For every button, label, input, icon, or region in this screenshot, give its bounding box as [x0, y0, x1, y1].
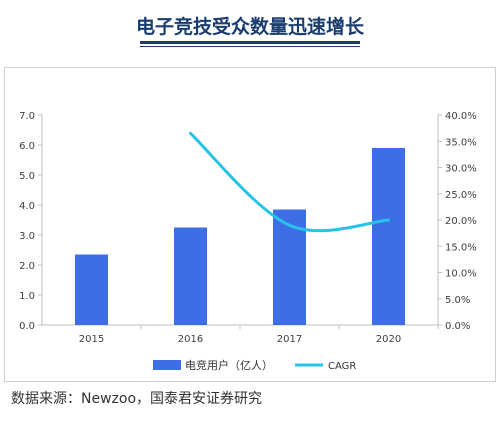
left-tick-label: 6.0 [19, 141, 35, 152]
left-tick-label: 7.0 [19, 111, 35, 122]
chart-title: 电子竞技受众数量迅速增长 [135, 16, 364, 38]
legend-swatch-bar [153, 360, 181, 370]
x-tick-label: 2016 [178, 334, 203, 345]
right-tick-label: 20.0% [445, 216, 477, 227]
right-tick-label: 10.0% [445, 269, 477, 280]
right-tick-label: 25.0% [445, 190, 477, 201]
left-tick-label: 1.0 [19, 291, 35, 302]
left-tick-label: 5.0 [19, 171, 35, 182]
left-tick-label: 0.0 [19, 321, 35, 332]
right-tick-label: 35.0% [445, 137, 477, 148]
legend-label-bar: 电竞用户（亿人） [185, 358, 273, 372]
bar-2020 [372, 148, 405, 325]
source-note: 数据来源：Newzoo，国泰君安证券研究 [11, 391, 263, 407]
x-tick-label: 2020 [376, 334, 401, 345]
left-tick-label: 3.0 [19, 231, 35, 242]
right-tick-label: 5.0% [445, 295, 470, 306]
right-tick-label: 30.0% [445, 164, 477, 175]
left-tick-label: 4.0 [19, 201, 35, 212]
title-underline-thin [140, 46, 360, 47]
x-tick-label: 2017 [277, 334, 302, 345]
right-tick-label: 0.0% [445, 321, 470, 332]
right-tick-label: 15.0% [445, 242, 477, 253]
chart-frame [4, 67, 496, 382]
bar-2016 [174, 227, 207, 325]
cagr-line [189, 131, 390, 233]
right-tick-label: 40.0% [445, 111, 477, 122]
legend-label-line: CAGR [328, 361, 356, 372]
title-underline [140, 41, 360, 44]
x-tick-label: 2015 [79, 334, 104, 345]
bar-2015 [75, 254, 108, 325]
left-tick-label: 2.0 [19, 261, 35, 272]
